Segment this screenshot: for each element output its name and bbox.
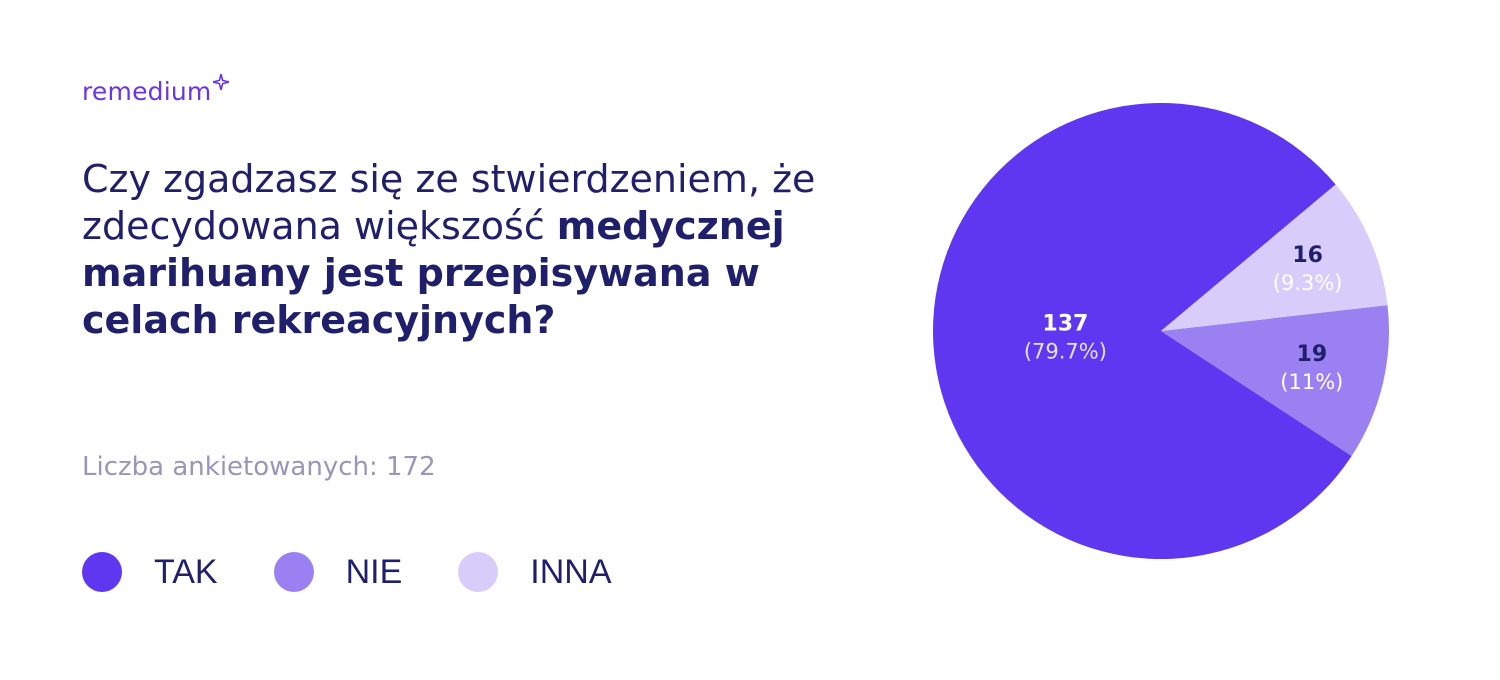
respondents-count: Liczba ankietowanych: 172	[82, 452, 436, 482]
legend-swatch-nie	[273, 552, 314, 592]
legend-item-inna: INNA	[458, 552, 612, 592]
slice-percent-tak: (79.7%)	[1024, 340, 1107, 364]
slice-percent-nie: (11%)	[1280, 370, 1343, 394]
legend-label-nie: NIE	[345, 552, 403, 591]
slice-percent-inna: (9.3%)	[1273, 271, 1343, 295]
legend: TAK NIE INNA	[82, 552, 668, 592]
question-bold: medycznej marihuany jest przepisywana w …	[82, 204, 785, 342]
legend-item-tak: TAK	[82, 552, 218, 592]
sparkle-icon	[213, 74, 230, 90]
question-title: Czy zgadzasz się ze stwierdzeniem, że zd…	[82, 156, 882, 344]
slice-value-tak: 137	[1042, 312, 1088, 337]
legend-label-inna: INNA	[530, 552, 612, 591]
pie-slice-inna	[1161, 184, 1388, 331]
pie-slice-nie	[1161, 305, 1389, 457]
legend-item-nie: NIE	[273, 552, 403, 592]
legend-swatch-inna	[458, 552, 499, 592]
legend-swatch-tak	[82, 552, 122, 592]
slice-value-nie: 19	[1297, 342, 1328, 367]
brand-logo: remedium	[82, 72, 230, 112]
brand-name: remedium	[82, 77, 212, 106]
legend-label-tak: TAK	[154, 552, 218, 591]
slice-value-inna: 16	[1292, 243, 1323, 268]
pie-slice-tak	[933, 103, 1352, 560]
question-regular: Czy zgadzasz się ze stwierdzeniem, że zd…	[82, 157, 816, 248]
